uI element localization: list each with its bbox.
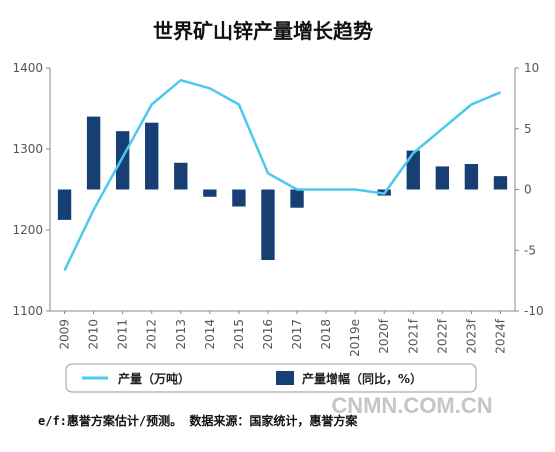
line-series-production — [63, 78, 501, 272]
x-tick-label: 2024f — [493, 318, 507, 354]
x-tick-label: 2014 — [203, 319, 217, 350]
y-right-tick-label: 10 — [524, 61, 539, 75]
bar — [493, 176, 508, 190]
bar — [232, 189, 246, 207]
watermark: CNMN.COM.CN — [331, 393, 492, 418]
y-right-tick-label: -5 — [524, 243, 536, 257]
x-tick-label: 2023f — [464, 318, 478, 354]
x-tick-label: 2016 — [261, 319, 275, 350]
bar — [261, 189, 275, 260]
bar — [203, 189, 217, 197]
bar — [290, 189, 304, 208]
x-tick-label: 2022f — [435, 318, 449, 354]
bar — [115, 131, 130, 190]
bar — [406, 150, 420, 190]
chart-title: 世界矿山锌产量增长趋势 — [153, 19, 373, 43]
bar — [86, 116, 101, 190]
x-tick-label: 2009 — [58, 319, 72, 350]
legend-bar-label: 产量增幅（同比，%） — [302, 371, 422, 386]
y-right-tick-label: -10 — [524, 304, 544, 318]
bar — [464, 163, 479, 190]
x-tick-label: 2012 — [145, 319, 159, 350]
x-tick-label: 2018 — [319, 319, 333, 350]
y-right-tick-label: 5 — [524, 122, 532, 136]
x-tick-label: 2015 — [232, 319, 246, 350]
x-tick-label: 2010 — [87, 319, 101, 350]
x-tick-label: 2013 — [174, 319, 188, 350]
x-tick-label: 2020f — [377, 318, 391, 354]
y-left-tick-label: 1400 — [12, 61, 43, 75]
legend-box — [65, 363, 477, 393]
plot-area: 1100 1200 1300 1400 -10 -5 0 5 10 2009 2010 2011 201… — [12, 61, 543, 357]
bar — [435, 166, 450, 190]
legend: 产量（万吨） 产量增幅（同比，%） — [65, 363, 477, 393]
y-left-tick-label: 1200 — [12, 223, 43, 237]
bar — [57, 189, 72, 220]
x-tick-label: 2011 — [116, 319, 130, 350]
x-tick-label: 2021f — [406, 318, 420, 354]
bar — [174, 162, 188, 190]
y-left-tick-label: 1100 — [12, 304, 43, 318]
legend-line-label: 产量（万吨） — [118, 371, 190, 386]
y-right-tick-label: 0 — [524, 183, 532, 197]
footnote: e/f:惠誉方案估计/预测。 数据来源：国家统计，惠誉方案 — [38, 413, 358, 428]
x-tick-label: 2019e — [348, 319, 362, 357]
legend-bar-swatch — [276, 371, 294, 385]
bar — [145, 122, 159, 190]
y-left-tick-label: 1300 — [12, 142, 43, 156]
x-tick-label: 2017 — [290, 319, 304, 350]
